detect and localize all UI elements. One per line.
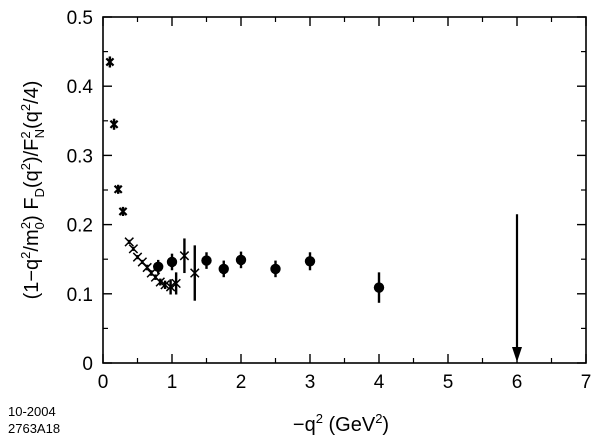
circle-marker	[270, 263, 281, 275]
circle-marker	[201, 255, 212, 266]
x-tick-label: 7	[581, 372, 592, 393]
x-tick-label: 4	[374, 372, 385, 393]
y-tick-label: 0.5	[67, 8, 93, 29]
asterisk-marker	[105, 57, 115, 67]
axis-ticks	[102, 16, 587, 364]
data-point-filled-circle	[218, 260, 229, 278]
circle-marker	[153, 261, 164, 273]
tick-labels: 0 1 2 3 4 5 6 7 0 0.1 0.2 0.3 0.4 0.5	[67, 8, 592, 393]
data-point-filled-circle	[201, 252, 212, 269]
x-marker	[179, 251, 190, 261]
y-tick-label: 0.2	[67, 216, 93, 237]
data-point-x	[160, 280, 170, 290]
data-point-x	[124, 237, 134, 247]
data-point-x	[128, 244, 139, 254]
data-point-x	[171, 272, 181, 295]
y-axis-title: (1−q2/m02) FD(q2)/F2N(q2/4)	[18, 81, 47, 300]
data-point-x	[179, 238, 190, 274]
data-point-x	[155, 277, 166, 287]
x-tick-label: 3	[305, 372, 316, 393]
x-marker	[155, 277, 166, 287]
data-point-filled-circle	[373, 272, 385, 303]
data-points	[105, 56, 385, 303]
y-tick-label: 0	[82, 354, 93, 375]
y-tick-label: 0.4	[67, 77, 94, 98]
data-point-filled-circle	[166, 253, 178, 271]
annotations	[512, 214, 522, 362]
plot-frame	[102, 16, 587, 364]
y-tick-label: 0.3	[67, 146, 93, 167]
data-point-filled-circle	[153, 259, 164, 274]
x-marker	[190, 268, 200, 278]
asterisk-marker	[113, 184, 123, 194]
circle-marker	[373, 282, 385, 293]
x-tick-label: 5	[443, 372, 454, 393]
data-point-asterisk	[109, 118, 119, 130]
arrow-head	[512, 347, 522, 362]
data-point-filled-circle	[235, 251, 247, 269]
x-tick-label: 1	[167, 372, 178, 393]
data-point-asterisk	[105, 56, 115, 68]
data-point-asterisk	[118, 206, 128, 217]
x-marker	[160, 280, 170, 290]
figure-code-id: 2763A18	[8, 421, 61, 436]
circle-marker	[166, 256, 178, 268]
data-point-asterisk	[113, 184, 123, 194]
x-tick-label: 0	[98, 372, 109, 393]
x-marker	[124, 237, 134, 247]
x-tick-label: 2	[236, 372, 247, 393]
asterisk-marker	[109, 119, 119, 129]
data-point-x	[190, 245, 200, 301]
x-marker	[142, 262, 152, 273]
x-axis-title: −q2 (GeV2)	[293, 411, 389, 436]
data-point-filled-circle	[304, 252, 316, 271]
circle-marker	[235, 254, 247, 266]
circle-marker	[304, 256, 316, 267]
data-point-x	[165, 279, 176, 295]
x-tick-label: 6	[512, 372, 523, 393]
y-tick-label: 0.1	[67, 285, 93, 306]
x-marker	[171, 278, 181, 289]
plot-border	[102, 16, 587, 364]
circle-marker	[218, 263, 229, 275]
asterisk-marker	[118, 206, 128, 217]
data-point-filled-circle	[270, 260, 281, 278]
x-marker	[165, 282, 176, 292]
x-marker	[128, 244, 139, 254]
figure-code-date: 10-2004	[8, 404, 56, 419]
